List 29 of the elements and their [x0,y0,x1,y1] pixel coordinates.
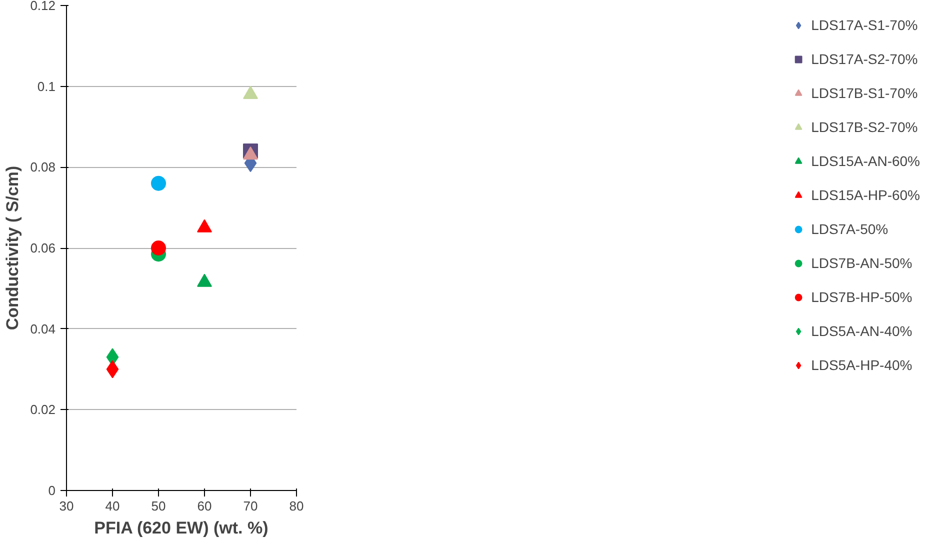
point [106,360,119,378]
x-tick-label: 60 [197,498,212,514]
legend-label: LDS15A-AN-60% [811,153,920,169]
legend-label: LDS17A-S1-70% [811,17,918,33]
legend-label: LDS17A-S2-70% [811,51,918,67]
point [151,240,166,256]
y-axis-title: Conductivity ( S/cm) [3,166,22,330]
point [151,176,166,191]
y-tick-label: 0.04 [30,321,56,336]
legend-label: LDS7A-50% [811,221,888,237]
legend-label: LDS17B-S2-70% [811,119,918,135]
y-tick-label: 0.02 [30,402,56,418]
x-tick-label: 30 [59,498,74,514]
x-tick-label: 70 [243,498,258,514]
x-tick-label: 50 [151,498,166,514]
legend-label: LDS5A-HP-40% [811,357,912,373]
legend-label: LDS7B-AN-50% [811,255,912,271]
legend-label: LDS5A-AN-40% [811,323,912,339]
legend-label: LDS17B-S1-70% [811,85,918,101]
y-tick-label: 0 [48,483,56,498]
y-tick-label: 0.1 [37,78,56,94]
x-tick-label: 80 [289,498,304,514]
y-tick-label: 0.06 [30,240,56,256]
x-axis-title: PFIA (620 EW) (wt. %) [94,518,268,538]
y-tick-label: 0.08 [30,160,56,175]
y-tick-label: 0.12 [30,0,56,13]
legend-label: LDS15A-HP-60% [811,187,920,203]
legend-label: LDS7B-HP-50% [811,289,912,305]
x-tick-label: 40 [105,498,120,514]
